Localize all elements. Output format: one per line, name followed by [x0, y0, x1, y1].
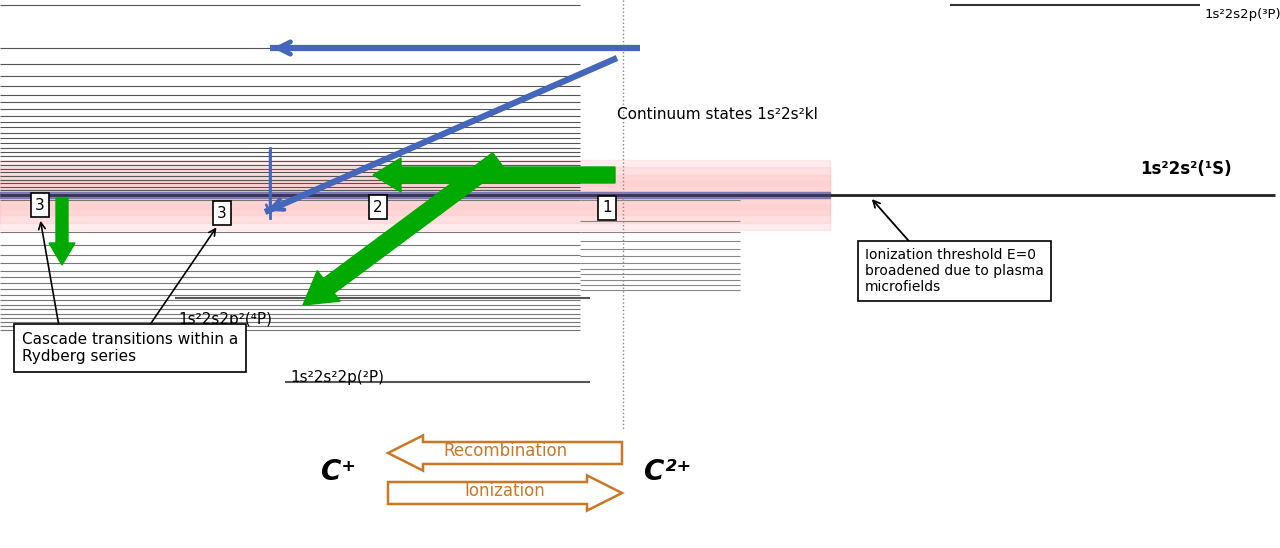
Text: 1s²2s²(¹S): 1s²2s²(¹S) — [1140, 160, 1231, 178]
Text: 1s²2s2p²(⁴P): 1s²2s2p²(⁴P) — [178, 312, 273, 327]
Bar — [0, 181, 829, 209]
Bar — [0, 192, 829, 198]
Text: 3: 3 — [35, 197, 45, 213]
Text: Ionization: Ionization — [465, 482, 545, 500]
Bar — [0, 167, 829, 223]
Text: Ionization threshold E=0
broadened due to plasma
microfields: Ionization threshold E=0 broadened due t… — [865, 248, 1044, 294]
Text: C²⁺: C²⁺ — [644, 458, 691, 486]
Bar — [0, 187, 829, 203]
Text: 1s²2s2p(³P): 1s²2s2p(³P) — [1204, 8, 1280, 21]
Text: Continuum states 1s²2s²kl: Continuum states 1s²2s²kl — [617, 107, 818, 122]
Text: 1: 1 — [602, 201, 612, 215]
FancyArrow shape — [303, 153, 503, 305]
Text: Cascade transitions within a
Rydberg series: Cascade transitions within a Rydberg ser… — [22, 332, 238, 364]
Bar — [0, 191, 829, 199]
Text: Recombination: Recombination — [443, 442, 567, 460]
Text: 1s²2s²2p(²P): 1s²2s²2p(²P) — [291, 370, 384, 385]
Text: 3: 3 — [218, 206, 227, 220]
Bar — [0, 160, 829, 230]
Bar — [0, 175, 829, 215]
Text: 2: 2 — [374, 199, 383, 214]
FancyArrow shape — [49, 198, 76, 265]
FancyArrow shape — [372, 158, 614, 192]
Text: C⁺: C⁺ — [320, 458, 356, 486]
Bar — [0, 193, 829, 197]
